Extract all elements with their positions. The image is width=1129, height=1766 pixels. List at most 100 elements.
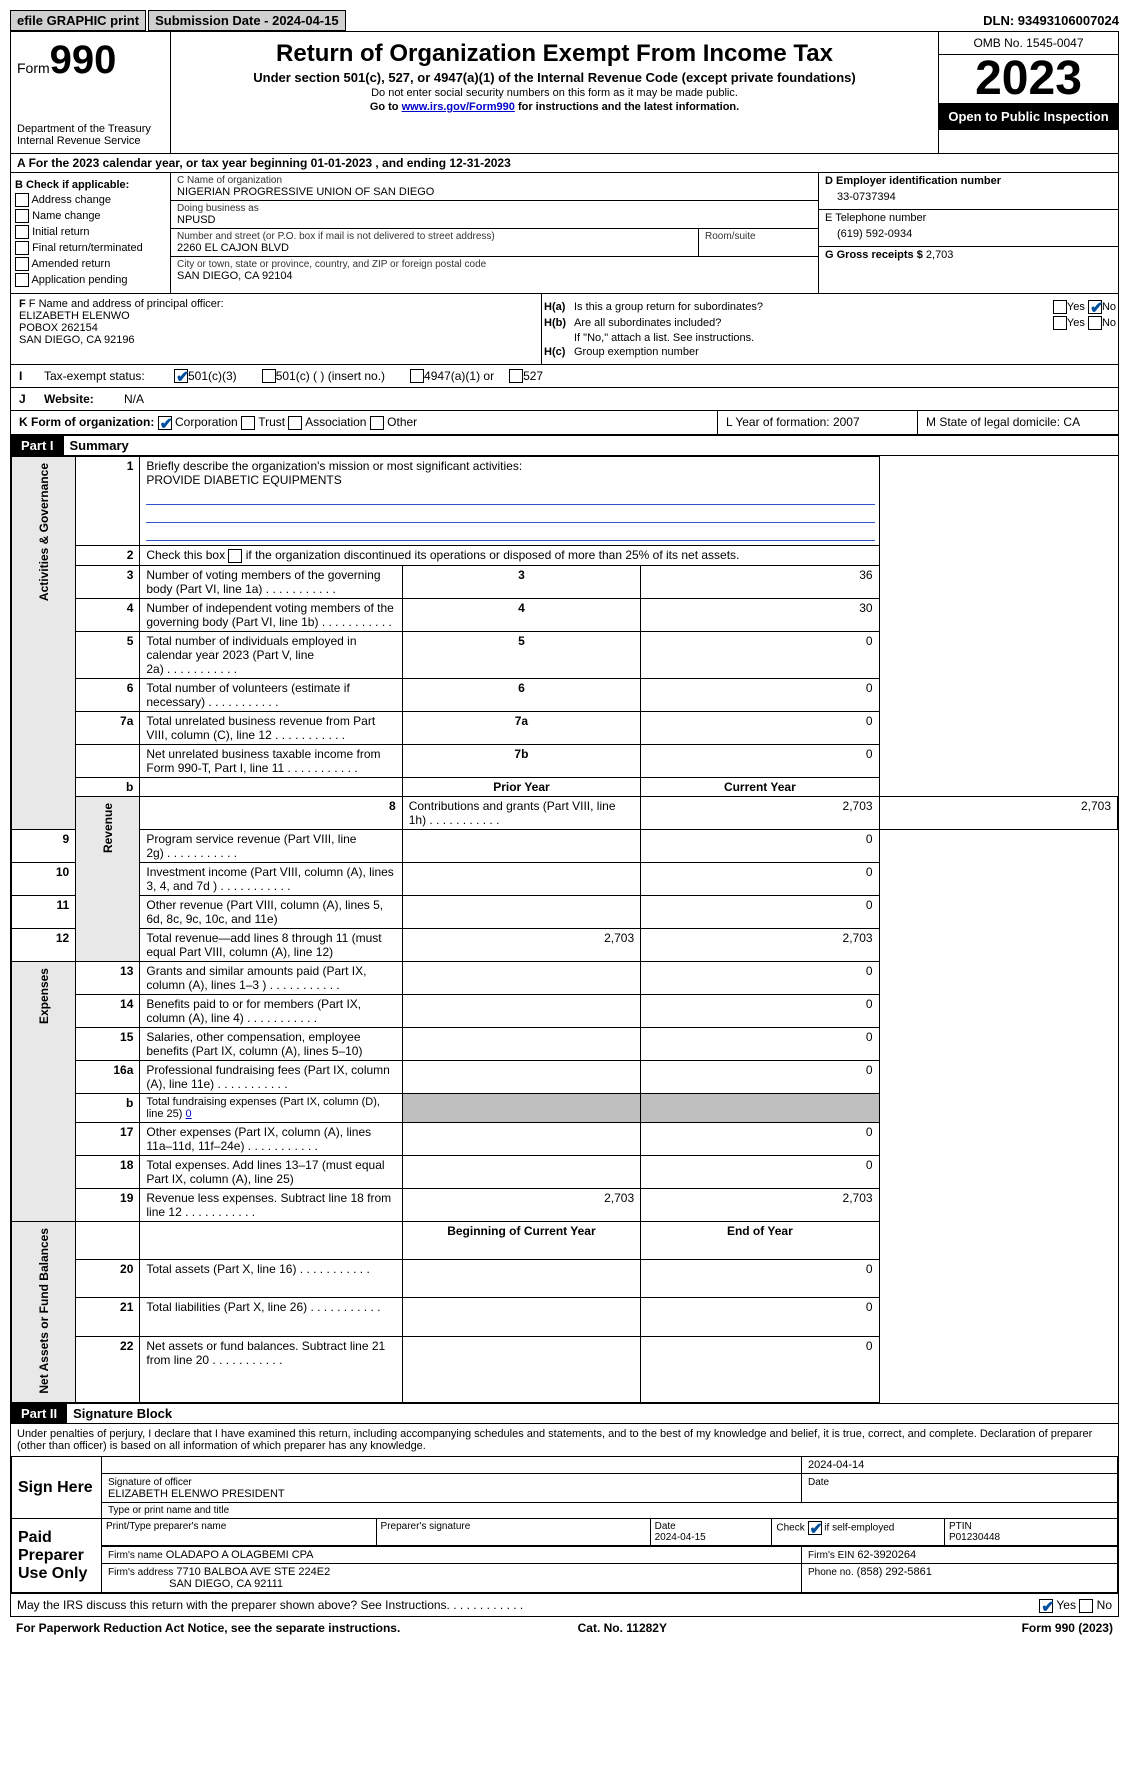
firm-name: OLADAPO A OLAGBEMI CPA — [166, 1549, 314, 1561]
discuss-no[interactable] — [1079, 1599, 1093, 1613]
l16a-c: 0 — [641, 1060, 879, 1093]
k-corp[interactable] — [158, 416, 172, 430]
k-lbl: K Form of organization: — [19, 415, 154, 429]
b-opt-initial[interactable]: Initial return — [15, 225, 166, 239]
row-i: ITax-exempt status: 501(c)(3) 501(c) ( )… — [11, 365, 1118, 388]
j-lbl: Website: — [44, 392, 124, 406]
city-lbl: City or town, state or province, country… — [177, 259, 812, 270]
k-assoc[interactable] — [288, 416, 302, 430]
type-lbl: Type or print name and title — [102, 1503, 1118, 1519]
b-header: B Check if applicable: — [15, 179, 166, 191]
officer-addr2: SAN DIEGO, CA 92196 — [19, 334, 533, 346]
foot-left: For Paperwork Reduction Act Notice, see … — [16, 1621, 400, 1635]
hb-note: If "No," attach a list. See instructions… — [574, 332, 1116, 344]
dba-name: NPUSD — [177, 214, 812, 226]
dln-text: DLN: 93493106007024 — [983, 13, 1119, 28]
form-number: Form990 — [17, 38, 164, 83]
block-b: B Check if applicable: Address change Na… — [11, 173, 171, 294]
sign-table: Sign Here 2024-04-14 Signature of office… — [11, 1456, 1118, 1593]
b-opt-app[interactable]: Application pending — [15, 273, 166, 287]
sect-gov: Activities & Governance — [37, 459, 51, 605]
hc-text: Group exemption number — [574, 346, 1116, 358]
l5-val: 0 — [641, 631, 879, 678]
officer-sig: ELIZABETH ELENWO PRESIDENT — [108, 1488, 285, 1500]
discuss-yes[interactable] — [1039, 1599, 1053, 1613]
l18-desc: Total expenses. Add lines 13–17 (must eq… — [140, 1155, 402, 1188]
open-inspection: Open to Public Inspection — [939, 103, 1118, 130]
i-4947[interactable] — [410, 369, 424, 383]
part2-title: Signature Block — [67, 1404, 178, 1423]
ptin: P01230448 — [949, 1532, 1000, 1543]
mission: PROVIDE DIABETIC EQUIPMENTS — [146, 473, 341, 487]
ein-val: 33-0737394 — [825, 187, 1112, 207]
l7a-desc: Total unrelated business revenue from Pa… — [140, 711, 402, 744]
col-end: End of Year — [641, 1221, 879, 1259]
hb-text: Are all subordinates included? — [574, 317, 986, 329]
self-emp-check[interactable] — [808, 1521, 822, 1535]
ein-lbl: D Employer identification number — [825, 175, 1112, 187]
firm-ein: 62-3920264 — [857, 1549, 916, 1561]
part1-bar: Part I Summary — [11, 435, 1118, 456]
l13-desc: Grants and similar amounts paid (Part IX… — [140, 961, 402, 994]
ha-no[interactable] — [1088, 300, 1102, 314]
b-opt-name[interactable]: Name change — [15, 209, 166, 223]
foot-mid: Cat. No. 11282Y — [578, 1621, 667, 1635]
firm-addr1: 7710 BALBOA AVE STE 224E2 — [176, 1566, 330, 1578]
ha-yes[interactable] — [1053, 300, 1067, 314]
l9-desc: Program service revenue (Part VIII, line… — [140, 829, 402, 862]
ha-text: Is this a group return for subordinates? — [574, 301, 986, 313]
l2-check[interactable] — [228, 549, 242, 563]
firm-phone: (858) 292-5861 — [857, 1566, 932, 1578]
firm-name-lbl: Firm's name — [108, 1550, 163, 1561]
prep-date: 2024-04-15 — [655, 1532, 706, 1543]
row-k: K Form of organization: Corporation Trus… — [11, 411, 1118, 435]
i-527[interactable] — [509, 369, 523, 383]
l18-c: 0 — [641, 1155, 879, 1188]
form-subtitle: Under section 501(c), 527, or 4947(a)(1)… — [177, 70, 932, 85]
firm-ein-lbl: Firm's EIN — [808, 1550, 854, 1561]
sect-na: Net Assets or Fund Balances — [37, 1224, 51, 1398]
phone-lbl: E Telephone number — [825, 212, 1112, 224]
l14-c: 0 — [641, 994, 879, 1027]
firm-addr-lbl: Firm's address — [108, 1567, 173, 1578]
i-501c3[interactable] — [174, 369, 188, 383]
website: N/A — [124, 392, 144, 406]
irs-link[interactable]: www.irs.gov/Form990 — [402, 101, 515, 113]
paid-preparer: Paid Preparer Use Only — [12, 1519, 102, 1593]
efile-button[interactable]: efile GRAPHIC print — [10, 10, 146, 31]
row-fh: F F Name and address of principal office… — [11, 294, 1118, 365]
l7a-val: 0 — [641, 711, 879, 744]
l17-desc: Other expenses (Part IX, column (A), lin… — [140, 1122, 402, 1155]
l10-desc: Investment income (Part VIII, column (A)… — [140, 862, 402, 895]
l12-c: 2,703 — [641, 928, 879, 961]
b-opt-final[interactable]: Final return/terminated — [15, 241, 166, 255]
l16b-link[interactable]: 0 — [186, 1108, 192, 1120]
form-header: Form990 Department of the Treasury Inter… — [11, 32, 1118, 154]
k-other[interactable] — [370, 416, 384, 430]
l22-desc: Net assets or fund balances. Subtract li… — [140, 1336, 402, 1403]
officer-addr1: POBOX 262154 — [19, 322, 533, 334]
hb-no[interactable] — [1088, 316, 1102, 330]
row-j: JWebsite: N/A — [11, 388, 1118, 411]
i-lbl: Tax-exempt status: — [44, 369, 174, 383]
b-opt-address[interactable]: Address change — [15, 193, 166, 207]
goto-text: Go to www.irs.gov/Form990 for instructio… — [177, 101, 932, 113]
l14-desc: Benefits paid to or for members (Part IX… — [140, 994, 402, 1027]
l7b-desc: Net unrelated business taxable income fr… — [140, 744, 402, 777]
i-501c[interactable] — [262, 369, 276, 383]
m-state: M State of legal domicile: CA — [918, 411, 1118, 434]
part2-bar: Part II Signature Block — [11, 1403, 1118, 1424]
l20-c: 0 — [641, 1259, 879, 1297]
l19-desc: Revenue less expenses. Subtract line 18 … — [140, 1188, 402, 1221]
submission-button[interactable]: Submission Date - 2024-04-15 — [148, 10, 346, 31]
sig-date1: 2024-04-14 — [802, 1457, 1118, 1474]
l10-c: 0 — [641, 862, 879, 895]
l4-desc: Number of independent voting members of … — [140, 598, 402, 631]
l9-c: 0 — [641, 829, 879, 862]
k-trust[interactable] — [241, 416, 255, 430]
department-label: Department of the Treasury Internal Reve… — [17, 123, 164, 147]
l3-val: 36 — [641, 565, 879, 598]
hb-yes[interactable] — [1053, 316, 1067, 330]
l12-desc: Total revenue—add lines 8 through 11 (mu… — [140, 928, 402, 961]
b-opt-amended[interactable]: Amended return — [15, 257, 166, 271]
